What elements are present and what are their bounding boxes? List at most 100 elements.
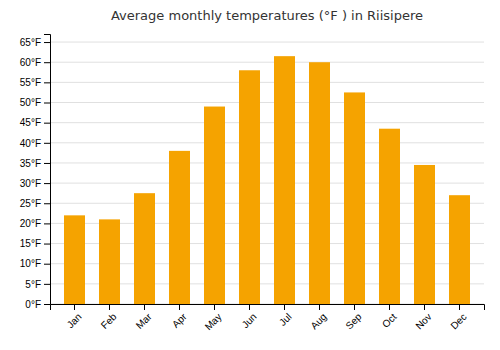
y-tick-mark xyxy=(44,82,50,83)
y-tick: 0°F xyxy=(25,299,50,310)
bar xyxy=(99,219,120,304)
x-tick-mark xyxy=(144,304,145,310)
bar xyxy=(309,62,330,304)
y-axis: 0°F 5°F 10°F 15°F 20°F 25°F 30°F 35°F 40°F 45°F 50… xyxy=(20,35,51,310)
y-tick-mark xyxy=(44,203,50,204)
x-tick: Aug xyxy=(308,304,328,331)
grid xyxy=(50,42,484,304)
x-tick: Feb xyxy=(99,304,119,331)
x-tick-mark xyxy=(424,304,425,310)
x-tick-label: Feb xyxy=(99,311,119,331)
x-axis-line xyxy=(51,305,485,311)
bar xyxy=(274,56,295,304)
grid-line xyxy=(50,82,484,83)
x-tick: May xyxy=(203,304,224,332)
grid-line xyxy=(50,162,484,163)
bar xyxy=(414,165,435,304)
y-tick-mark xyxy=(44,42,50,43)
y-tick: 60°F xyxy=(20,57,50,68)
bar xyxy=(64,215,85,304)
x-tick-label: May xyxy=(203,311,224,332)
x-tick-mark xyxy=(109,304,110,310)
y-tick-mark xyxy=(44,244,50,245)
bar xyxy=(169,151,190,304)
x-tick-label: Apr xyxy=(170,311,189,330)
y-tick-mark xyxy=(44,304,50,305)
bar xyxy=(344,92,365,304)
x-tick: Oct xyxy=(380,304,399,330)
x-tick-label: Mar xyxy=(134,311,154,331)
y-tick: 25°F xyxy=(20,198,50,209)
grid-line xyxy=(50,142,484,143)
y-axis-line xyxy=(44,35,51,305)
y-tick: 10°F xyxy=(20,258,50,269)
y-tick-mark xyxy=(44,284,50,285)
y-tick-label: 10°F xyxy=(20,258,41,269)
y-tick: 50°F xyxy=(20,97,50,108)
y-tick: 20°F xyxy=(20,218,50,229)
x-tick-label: Sep xyxy=(343,311,364,332)
x-tick-label: Dec xyxy=(448,311,468,331)
x-tick-label: Jun xyxy=(240,311,259,330)
y-tick-label: 30°F xyxy=(20,178,41,189)
x-tick-label: Jul xyxy=(277,311,294,328)
y-tick: 30°F xyxy=(20,178,50,189)
x-tick-label: Nov xyxy=(413,311,433,331)
x-tick-mark xyxy=(214,304,215,310)
bar xyxy=(449,195,470,304)
x-tick-mark xyxy=(284,304,285,310)
plot-area xyxy=(64,56,470,304)
y-tick-mark xyxy=(44,103,50,104)
x-tick: Mar xyxy=(134,304,154,331)
grid-line xyxy=(50,102,484,103)
y-tick-mark xyxy=(44,123,50,124)
y-tick-label: 65°F xyxy=(20,37,41,48)
y-tick: 65°F xyxy=(20,37,50,48)
y-tick-label: 0°F xyxy=(25,299,41,310)
bar xyxy=(379,129,400,304)
x-tick: Jan xyxy=(65,304,84,330)
y-tick-label: 5°F xyxy=(25,279,41,290)
grid-line xyxy=(50,42,484,43)
y-tick-label: 60°F xyxy=(20,57,41,68)
bar xyxy=(134,193,155,304)
y-tick: 40°F xyxy=(20,138,50,149)
y-tick-label: 35°F xyxy=(20,158,41,169)
grid-line xyxy=(50,122,484,123)
y-tick: 55°F xyxy=(20,77,50,88)
x-axis: Jan Feb Mar Apr May Jun Jul Aug Sep Oct Nov Dec xyxy=(51,304,485,332)
y-tick-label: 20°F xyxy=(20,218,41,229)
x-tick: Apr xyxy=(170,304,189,330)
y-tick-label: 25°F xyxy=(20,198,41,209)
y-tick-mark xyxy=(44,62,50,63)
bar xyxy=(204,107,225,304)
x-tick-mark xyxy=(389,304,390,310)
x-tick-mark xyxy=(179,304,180,310)
grid-line xyxy=(50,62,484,63)
x-tick-mark xyxy=(459,304,460,310)
y-tick-mark xyxy=(44,264,50,265)
x-tick: Nov xyxy=(413,304,433,331)
y-tick-label: 15°F xyxy=(20,238,41,249)
y-tick: 15°F xyxy=(20,238,50,249)
y-tick: 5°F xyxy=(25,279,50,290)
x-tick: Jul xyxy=(277,304,294,328)
y-tick-label: 55°F xyxy=(20,77,41,88)
chart: 0°F 5°F 10°F 15°F 20°F 25°F 30°F 35°F 40°F 45°F 50… xyxy=(0,0,500,350)
x-tick: Dec xyxy=(448,304,468,331)
x-tick: Sep xyxy=(343,304,364,331)
x-tick-label: Aug xyxy=(308,311,328,331)
y-tick-mark xyxy=(44,223,50,224)
y-tick-label: 45°F xyxy=(20,117,41,128)
x-tick-label: Jan xyxy=(65,311,84,330)
x-tick-label: Oct xyxy=(380,311,399,330)
title: Average monthly temperatures (°F ) in Ri… xyxy=(111,8,423,23)
x-tick: Jun xyxy=(240,304,259,330)
y-tick-mark xyxy=(44,183,50,184)
y-tick-label: 50°F xyxy=(20,97,41,108)
y-tick-mark xyxy=(44,163,50,164)
x-tick-mark xyxy=(249,304,250,310)
bar xyxy=(239,70,260,304)
x-tick-mark xyxy=(354,304,355,310)
y-tick-mark xyxy=(44,143,50,144)
